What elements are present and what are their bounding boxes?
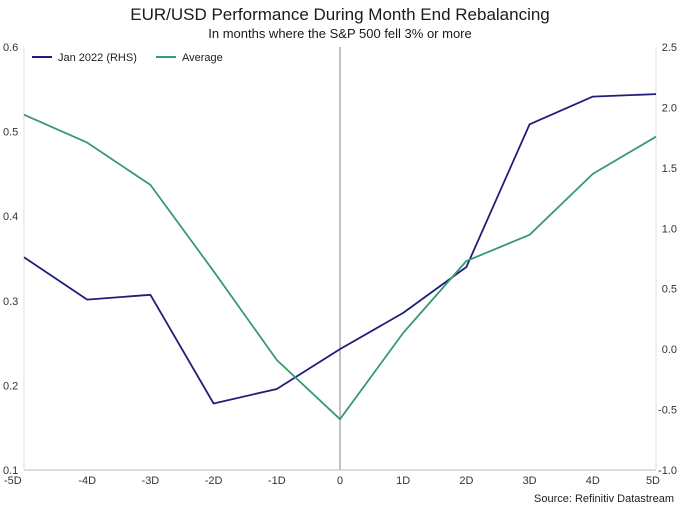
right-tick-label: 2.0 [662, 102, 677, 114]
right-tick-label: 1.0 [662, 223, 677, 235]
x-tick-label: -3D [142, 475, 160, 487]
right-tick-label: 0.5 [662, 284, 677, 296]
x-tick-label: 5D [646, 475, 660, 487]
left-y-axis: 0.6 0.5 0.4 0.3 0.2 0.1 [3, 42, 18, 477]
left-tick-label: 0.3 [3, 296, 18, 308]
x-tick-label: 1D [396, 475, 410, 487]
left-tick-label: 0.5 [3, 127, 18, 139]
x-tick-label: -5D [4, 475, 22, 487]
legend: Jan 2022 (RHS) Average [32, 52, 223, 64]
legend-label-average: Average [182, 52, 223, 64]
x-tick-label: 4D [586, 475, 600, 487]
left-tick-label: 0.6 [3, 42, 18, 54]
x-tick-label: -2D [205, 475, 223, 487]
legend-label-jan-2022: Jan 2022 (RHS) [58, 52, 137, 64]
chart-subtitle: In months where the S&P 500 fell 3% or m… [208, 26, 472, 41]
series-line-average [23, 113, 657, 421]
x-tick-label: 2D [459, 475, 473, 487]
series-lines [23, 93, 657, 421]
source-note: Source: Refinitiv Datastream [534, 493, 674, 505]
x-tick-label: -1D [268, 475, 286, 487]
right-tick-label: 2.5 [662, 42, 677, 54]
right-tick-label: -1.0 [658, 465, 677, 477]
series-line-jan-2022 [23, 93, 657, 405]
chart-title: EUR/USD Performance During Month End Reb… [130, 5, 550, 24]
right-tick-label: 0.0 [662, 344, 677, 356]
x-tick-label: 0 [337, 475, 343, 487]
left-tick-label: 0.4 [3, 211, 18, 223]
right-y-axis: 2.5 2.0 1.5 1.0 0.5 0.0 -0.5 -1.0 [658, 42, 677, 477]
x-tick-label: 3D [523, 475, 537, 487]
left-tick-label: 0.1 [3, 465, 18, 477]
right-tick-label: 1.5 [662, 163, 677, 175]
left-tick-label: 0.2 [3, 380, 18, 392]
right-tick-label: -0.5 [658, 405, 677, 417]
x-axis: -5D -4D -3D -2D -1D 0 1D 2D 3D 4D 5D [4, 475, 660, 487]
x-tick-label: -4D [78, 475, 96, 487]
